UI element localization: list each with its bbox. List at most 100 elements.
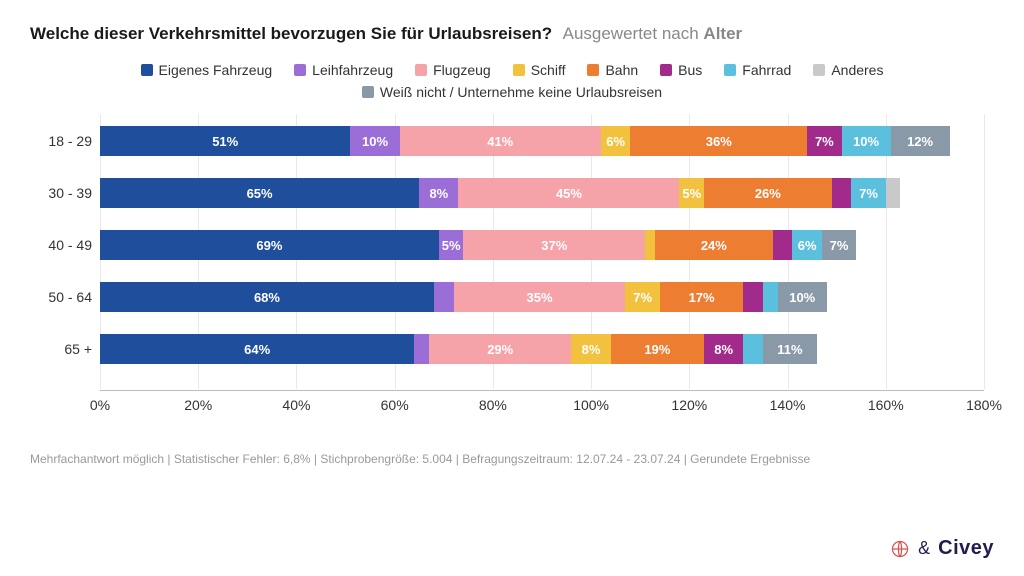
legend-item: Leihfahrzeug: [294, 62, 393, 78]
bar-segment: 10%: [350, 126, 399, 156]
legend-item: Flugzeug: [415, 62, 491, 78]
bar-row: 65 +64%29%8%19%8%11%: [100, 334, 984, 364]
bar-segment: 17%: [660, 282, 743, 312]
bar-segment: 7%: [807, 126, 841, 156]
bar-row-label: 65 +: [30, 334, 92, 364]
bar-segment: 37%: [463, 230, 645, 260]
legend-item: Anderes: [813, 62, 883, 78]
bar-segment: 7%: [625, 282, 659, 312]
footer-branding: & Civey: [890, 537, 994, 560]
legend-item: Fahrrad: [724, 62, 791, 78]
x-axis-tick: 60%: [381, 397, 409, 413]
legend-label: Weiß nicht / Unternehme keine Urlaubsrei…: [380, 84, 662, 100]
bar-stack: 51%10%41%6%36%7%10%12%: [100, 126, 950, 156]
bar-segment: 45%: [458, 178, 679, 208]
bar-segment: 41%: [400, 126, 601, 156]
x-axis-tick: 20%: [184, 397, 212, 413]
x-axis-tick: 120%: [671, 397, 707, 413]
bar-segment: [743, 334, 763, 364]
bar-segment: [886, 178, 901, 208]
bar-row-label: 18 - 29: [30, 126, 92, 156]
bar-segment: 10%: [842, 126, 891, 156]
bar-stack: 68% 35%7%17% 10%: [100, 282, 827, 312]
bar-segment: 8%: [419, 178, 458, 208]
bar-segment: 19%: [611, 334, 704, 364]
title-main: Welche dieser Verkehrsmittel bevorzugen …: [30, 24, 552, 43]
bar-segment: [832, 178, 852, 208]
bar-segment: 7%: [822, 230, 856, 260]
bar-segment: [773, 230, 793, 260]
x-axis-tick: 160%: [868, 397, 904, 413]
bar-segment: 5%: [439, 230, 464, 260]
legend-label: Anderes: [831, 62, 883, 78]
x-axis-tick: 180%: [966, 397, 1002, 413]
legend-item: Bus: [660, 62, 702, 78]
legend-item: Weiß nicht / Unternehme keine Urlaubsrei…: [362, 84, 662, 100]
bar-segment: [763, 282, 778, 312]
bar-segment: 24%: [655, 230, 773, 260]
bar-row-label: 50 - 64: [30, 282, 92, 312]
legend-swatch: [294, 64, 306, 76]
bar-segment: 51%: [100, 126, 350, 156]
legend-swatch: [362, 86, 374, 98]
legend-swatch: [724, 64, 736, 76]
chart-area: 18 - 2951%10%41%6%36%7%10%12%30 - 3965%8…: [30, 114, 994, 444]
bar-segment: [743, 282, 763, 312]
x-axis: 0%20%40%60%80%100%120%140%160%180%: [100, 390, 984, 418]
bar-stack: 69%5%37% 24% 6%7%: [100, 230, 856, 260]
title-sub: Ausgewertet nach Alter: [563, 24, 743, 43]
bar-segment: 65%: [100, 178, 419, 208]
bar-segment: 6%: [792, 230, 821, 260]
legend-swatch: [415, 64, 427, 76]
chart-plot: 18 - 2951%10%41%6%36%7%10%12%30 - 3965%8…: [100, 114, 984, 389]
bar-segment: 69%: [100, 230, 439, 260]
legend-item: Schiff: [513, 62, 566, 78]
chart-footnote: Mehrfachantwort möglich | Statistischer …: [30, 452, 994, 466]
legend-swatch: [813, 64, 825, 76]
legend-item: Bahn: [587, 62, 638, 78]
legend-swatch: [660, 64, 672, 76]
bar-segment: 12%: [891, 126, 950, 156]
grid-line: [984, 114, 985, 389]
globe-icon: [890, 539, 910, 559]
chart-legend: Eigenes Fahrzeug Leihfahrzeug Flugzeug Schi…: [30, 62, 994, 100]
bar-row-label: 40 - 49: [30, 230, 92, 260]
bar-segment: 36%: [630, 126, 807, 156]
bar-stack: 65%8%45%5%26% 7%: [100, 178, 901, 208]
bar-segment: 64%: [100, 334, 414, 364]
x-axis-tick: 0%: [90, 397, 110, 413]
bar-row-label: 30 - 39: [30, 178, 92, 208]
bar-segment: 68%: [100, 282, 434, 312]
x-axis-tick: 100%: [573, 397, 609, 413]
bar-segment: 6%: [601, 126, 630, 156]
bar-segment: 7%: [851, 178, 885, 208]
footer-ampersand: &: [918, 538, 930, 559]
legend-label: Flugzeug: [433, 62, 491, 78]
bar-segment: 8%: [704, 334, 743, 364]
x-axis-tick: 40%: [282, 397, 310, 413]
legend-label: Schiff: [531, 62, 566, 78]
bar-row: 30 - 3965%8%45%5%26%7%: [100, 178, 984, 208]
bar-segment: [414, 334, 429, 364]
legend-label: Leihfahrzeug: [312, 62, 393, 78]
bar-segment: 26%: [704, 178, 832, 208]
legend-swatch: [513, 64, 525, 76]
x-axis-tick: 80%: [479, 397, 507, 413]
legend-item: Eigenes Fahrzeug: [141, 62, 273, 78]
bar-segment: 29%: [429, 334, 571, 364]
chart-title: Welche dieser Verkehrsmittel bevorzugen …: [30, 24, 994, 44]
x-axis-tick: 140%: [770, 397, 806, 413]
bar-segment: 35%: [454, 282, 626, 312]
bar-row: 18 - 2951%10%41%6%36%7%10%12%: [100, 126, 984, 156]
bar-segment: 5%: [679, 178, 704, 208]
legend-label: Bahn: [605, 62, 638, 78]
bar-stack: 64%29%8%19%8%11%: [100, 334, 817, 364]
footer-brand: Civey: [938, 537, 994, 560]
bar-segment: 10%: [778, 282, 827, 312]
legend-label: Eigenes Fahrzeug: [159, 62, 273, 78]
bar-row: 50 - 6468%35%7%17%10%: [100, 282, 984, 312]
legend-swatch: [587, 64, 599, 76]
legend-swatch: [141, 64, 153, 76]
legend-label: Fahrrad: [742, 62, 791, 78]
bar-segment: 8%: [571, 334, 610, 364]
